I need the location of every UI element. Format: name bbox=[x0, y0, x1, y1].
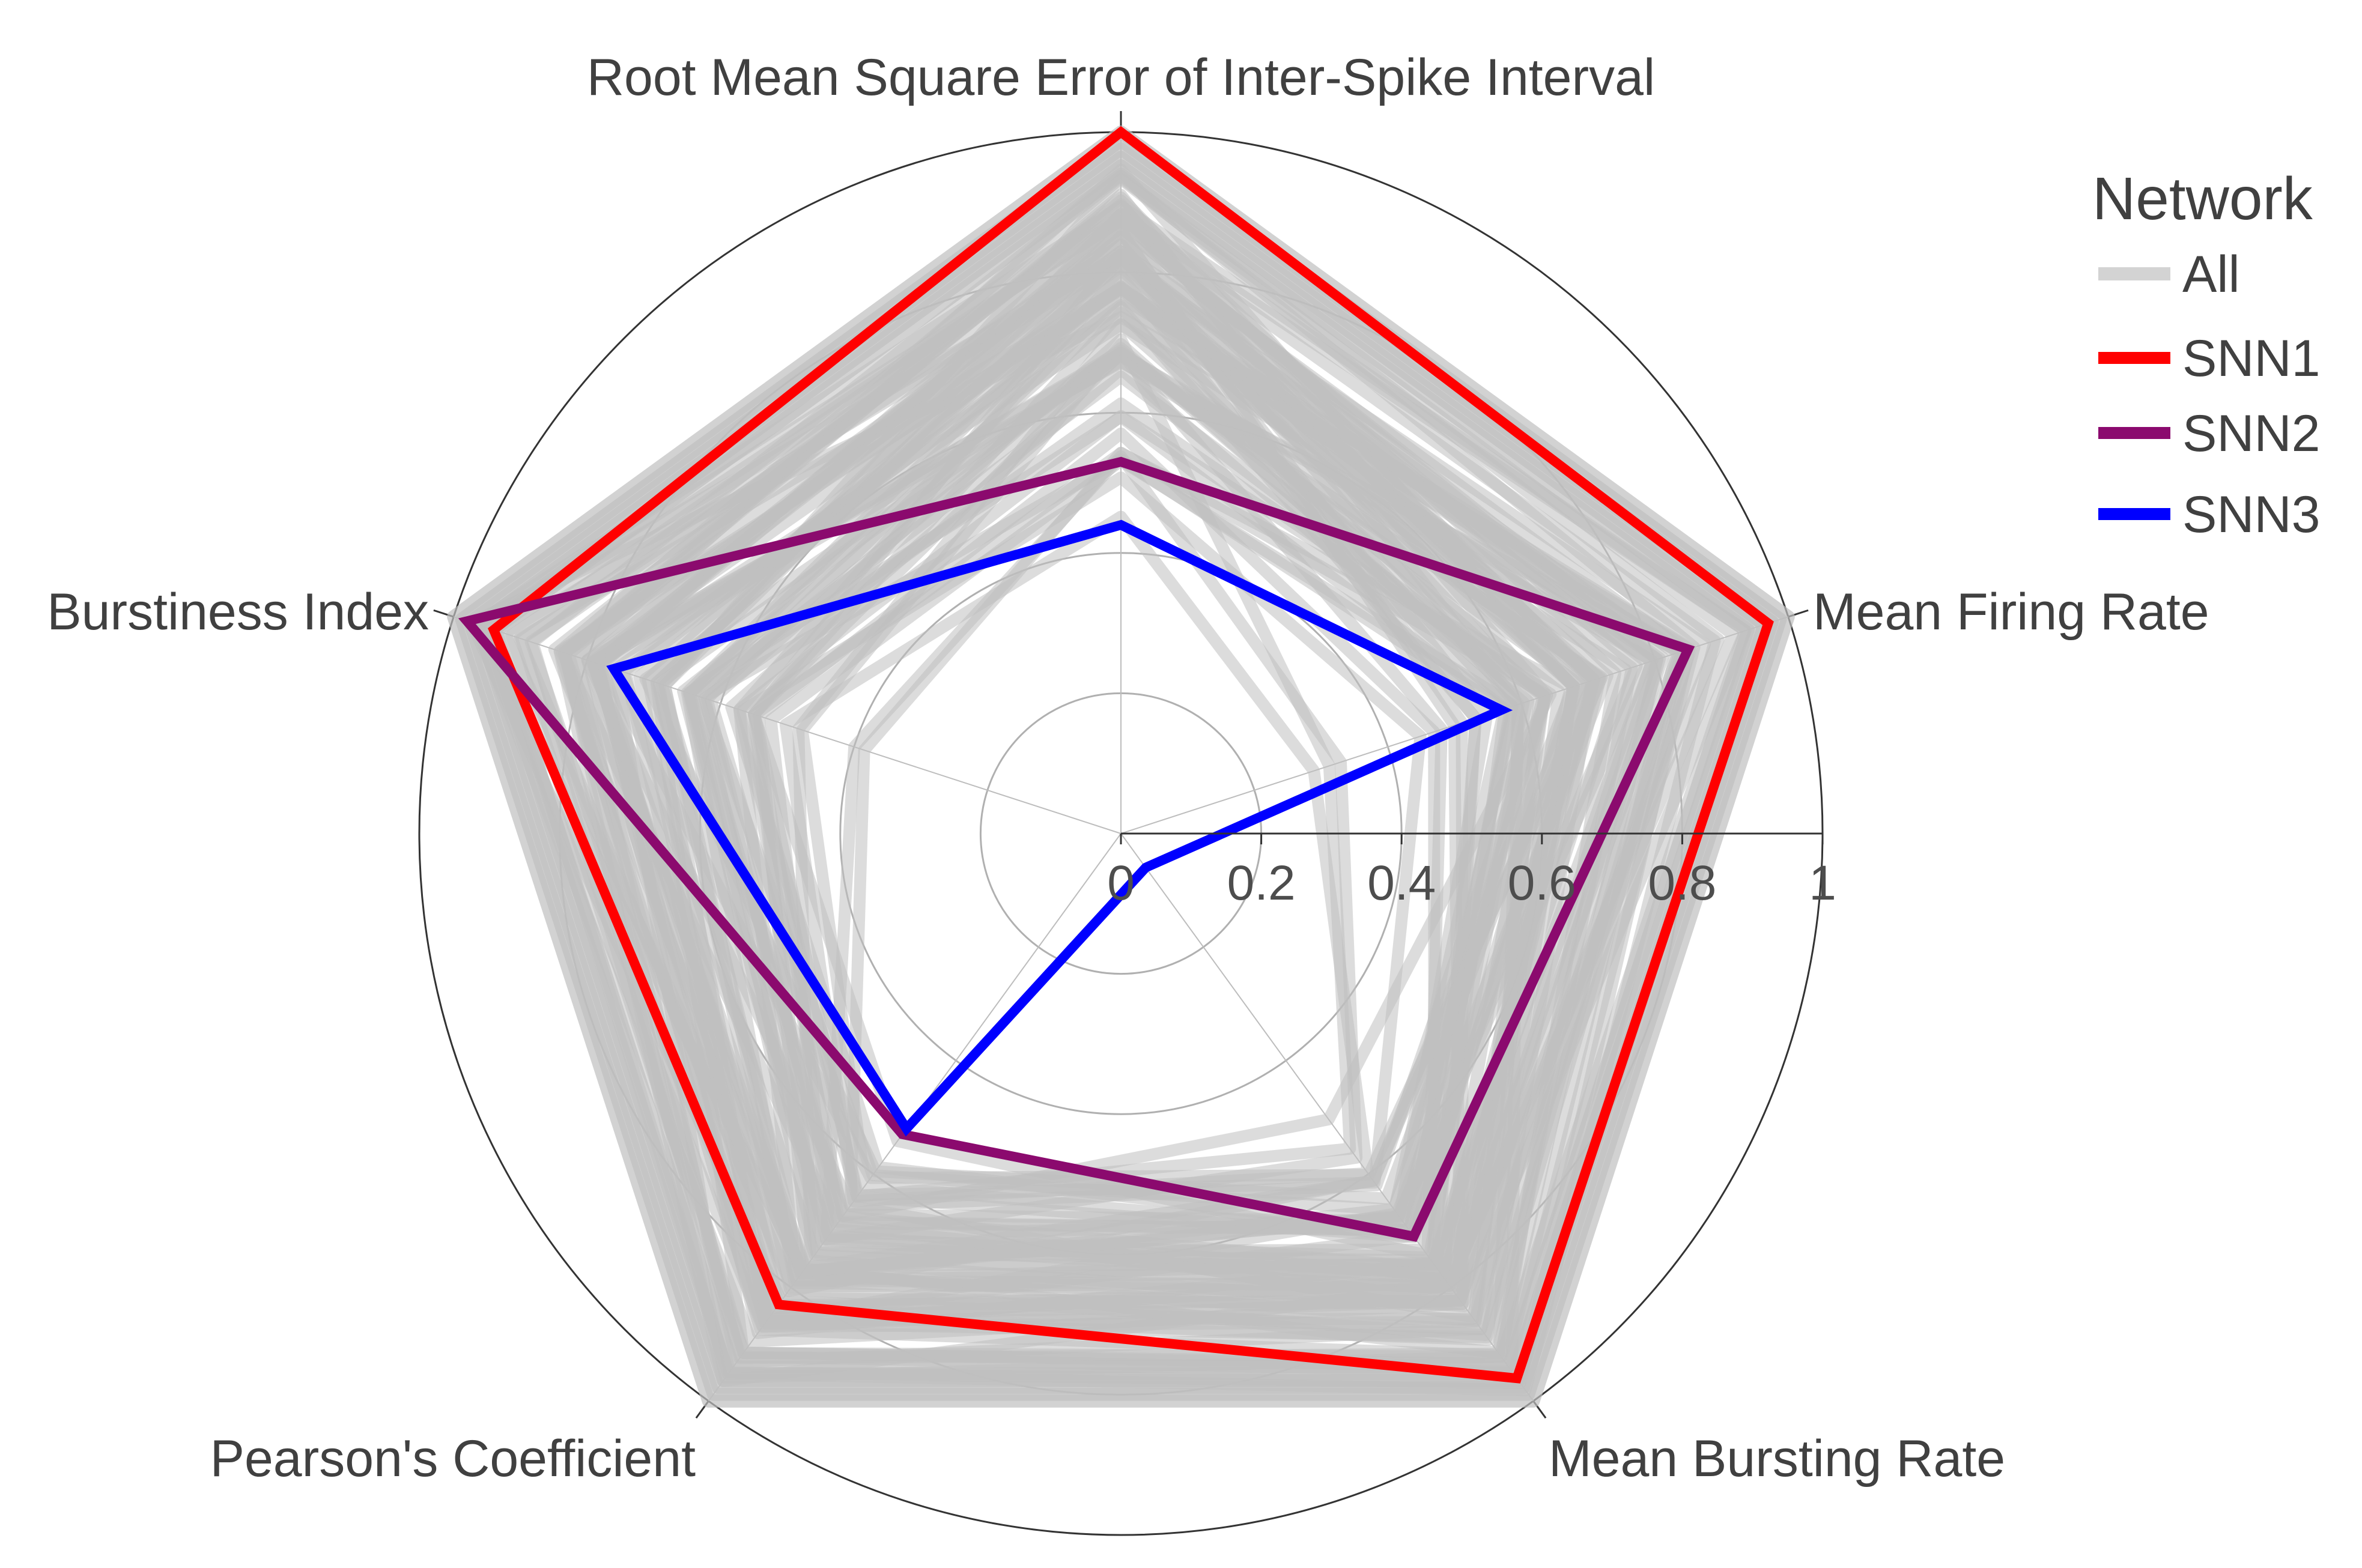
tick-label-0: 0 bbox=[1107, 856, 1135, 910]
series-snn2-line bbox=[458, 456, 1695, 1242]
legend-label-snn3: SNN3 bbox=[2182, 486, 2320, 543]
highlighted-series bbox=[458, 126, 1774, 1384]
radial-tick-labels: 0 0.2 0.4 0.6 0.8 1 bbox=[1107, 856, 1836, 910]
series-all-line-62 bbox=[820, 450, 1363, 1246]
axis-label-pearsons-coefficient: Pearson's Coefficient bbox=[210, 1430, 696, 1488]
legend-label-snn2: SNN2 bbox=[2182, 405, 2320, 462]
axis-label-mean-firing-rate: Mean Firing Rate bbox=[1813, 583, 2209, 641]
axis-label-burstiness-index: Burstiness Index bbox=[47, 583, 429, 641]
axis-labels: Root Mean Square Error of Inter-Spike In… bbox=[47, 49, 2209, 1488]
tick-label-0-4: 0.4 bbox=[1367, 856, 1436, 910]
radial-axis bbox=[1120, 832, 1824, 844]
series-all-envelope-1 bbox=[447, 126, 1795, 1408]
series-snn3-line bbox=[606, 519, 1513, 1137]
tick-label-0-6: 0.6 bbox=[1508, 856, 1576, 910]
tick-label-0-8: 0.8 bbox=[1648, 856, 1716, 910]
legend: Network All SNN1 SNN2 SNN3 bbox=[2092, 165, 2320, 543]
series-all-line-66 bbox=[796, 338, 1530, 1242]
series-all-line-69 bbox=[682, 411, 1511, 1267]
legend-label-snn1: SNN1 bbox=[2182, 330, 2320, 387]
series-all-line-70 bbox=[568, 260, 1600, 1297]
series-all-envelope-6 bbox=[487, 168, 1755, 1374]
legend-title: Network bbox=[2092, 165, 2313, 232]
legend-label-all: All bbox=[2182, 246, 2240, 303]
tick-label-1: 1 bbox=[1809, 856, 1836, 910]
series-all-line-61 bbox=[651, 248, 1653, 1278]
series-all-envelope-4 bbox=[471, 151, 1771, 1387]
series-all-envelope-2 bbox=[455, 134, 1787, 1401]
series-all-line-68 bbox=[696, 453, 1510, 1216]
tick-label-0-2: 0.2 bbox=[1227, 856, 1296, 910]
series-snn1-line bbox=[488, 126, 1774, 1384]
axis-label-rmse-isi: Root Mean Square Error of Inter-Spike In… bbox=[587, 49, 1655, 106]
axis-label-mean-bursting-rate: Mean Bursting Rate bbox=[1549, 1430, 2005, 1488]
